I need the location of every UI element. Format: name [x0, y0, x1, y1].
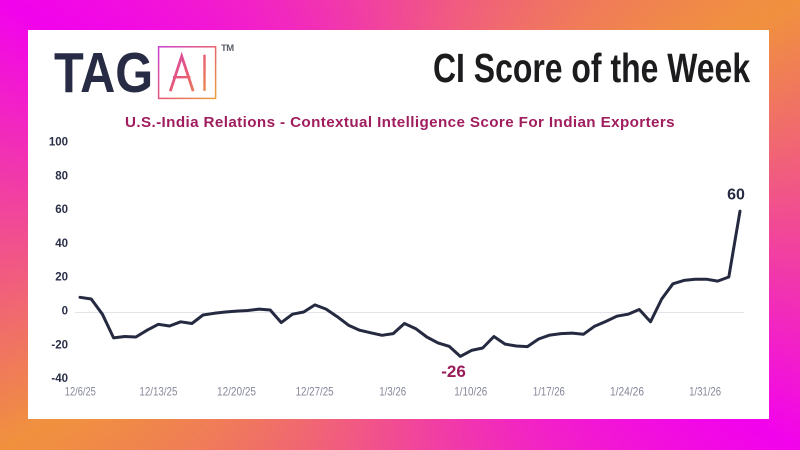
svg-text:12/6/25: 12/6/25 [65, 385, 96, 399]
svg-text:12/13/25: 12/13/25 [139, 385, 177, 399]
svg-text:1/24/26: 1/24/26 [610, 385, 644, 399]
svg-text:60: 60 [727, 187, 745, 204]
svg-text:100: 100 [49, 137, 68, 149]
svg-text:-20: -20 [51, 339, 68, 351]
svg-text:40: 40 [55, 238, 68, 250]
svg-text:80: 80 [55, 170, 68, 182]
svg-text:12/27/25: 12/27/25 [296, 385, 334, 399]
svg-text:0: 0 [62, 306, 68, 318]
svg-text:-26: -26 [441, 362, 466, 381]
svg-text:60: 60 [55, 204, 68, 216]
svg-text:20: 20 [55, 272, 68, 284]
svg-text:1/3/26: 1/3/26 [379, 385, 406, 399]
svg-text:1/31/26: 1/31/26 [689, 385, 721, 399]
svg-text:-40: -40 [51, 373, 68, 385]
svg-text:1/17/26: 1/17/26 [533, 385, 565, 399]
svg-text:12/20/25: 12/20/25 [217, 385, 256, 399]
svg-text:1/10/26: 1/10/26 [454, 385, 487, 399]
